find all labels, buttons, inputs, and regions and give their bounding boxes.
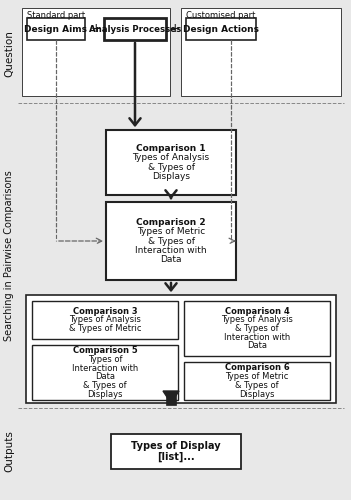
Text: Analysis Processes: Analysis Processes: [89, 24, 181, 34]
Text: & Types of: & Types of: [147, 162, 194, 172]
Bar: [27, 18, 85, 40]
Bar: [104, 18, 166, 40]
Text: Customised part: Customised part: [186, 12, 256, 20]
Text: & Types of: & Types of: [83, 381, 127, 390]
Text: Data: Data: [247, 342, 267, 350]
Text: Design Aims: Design Aims: [25, 24, 87, 34]
Text: Design Actions: Design Actions: [183, 24, 259, 34]
Bar: [18, 408, 344, 495]
Text: Comparison 4: Comparison 4: [225, 306, 289, 316]
Bar: [32, 301, 178, 339]
Text: Types of Metric: Types of Metric: [137, 227, 205, 236]
Bar: [111, 434, 240, 469]
Text: Standard part: Standard part: [27, 12, 85, 20]
Text: & Types of: & Types of: [235, 324, 279, 333]
Text: Displays: Displays: [152, 172, 190, 181]
Text: Types of Metric: Types of Metric: [225, 372, 289, 381]
Bar: [184, 301, 330, 356]
Text: Data: Data: [95, 372, 115, 382]
Bar: [18, 103, 344, 408]
Text: Interaction with: Interaction with: [224, 332, 290, 342]
Text: Displays: Displays: [87, 390, 123, 399]
Bar: [166, 391, 176, 405]
Text: Searching in Pairwise Comparisons: Searching in Pairwise Comparisons: [4, 170, 14, 341]
Text: Question: Question: [4, 30, 14, 78]
Text: Comparison 5: Comparison 5: [73, 346, 137, 355]
Text: Comparison 2: Comparison 2: [136, 218, 206, 226]
Polygon shape: [163, 391, 179, 403]
Text: Displays: Displays: [239, 390, 275, 398]
Bar: [106, 202, 236, 280]
Bar: [26, 295, 336, 403]
Text: +: +: [170, 22, 180, 36]
Text: & Types of: & Types of: [147, 236, 194, 246]
Text: Types of: Types of: [88, 355, 122, 364]
Bar: [22, 8, 170, 96]
Bar: [181, 8, 341, 96]
Bar: [184, 362, 330, 400]
Text: Comparison 6: Comparison 6: [225, 364, 289, 372]
Text: & Types of: & Types of: [235, 381, 279, 390]
Text: Interaction with: Interaction with: [135, 246, 207, 255]
Text: +: +: [91, 22, 101, 36]
Text: & Types of Metric: & Types of Metric: [69, 324, 141, 333]
Text: Data: Data: [160, 256, 182, 264]
Bar: [32, 345, 178, 400]
Text: Comparison 1: Comparison 1: [136, 144, 206, 153]
Bar: [186, 18, 256, 40]
Text: Outputs: Outputs: [4, 430, 14, 472]
Text: Types of Display
[list]...: Types of Display [list]...: [131, 440, 220, 462]
Text: Types of Analysis: Types of Analysis: [69, 316, 141, 324]
Text: Types of Analysis: Types of Analysis: [221, 316, 293, 324]
Bar: [18, 5, 344, 103]
Text: Interaction with: Interaction with: [72, 364, 138, 372]
Text: Types of Analysis: Types of Analysis: [132, 154, 210, 162]
Bar: [106, 130, 236, 195]
Text: Comparison 3: Comparison 3: [73, 307, 137, 316]
